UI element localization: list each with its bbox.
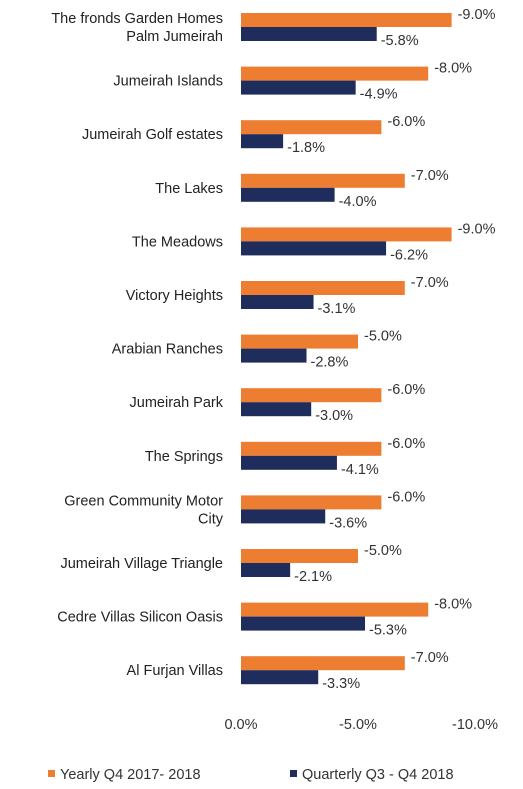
x-tick-label: -5.0% bbox=[339, 717, 377, 733]
data-label-quarterly: -4.1% bbox=[341, 462, 379, 478]
category-label: The Springs bbox=[145, 449, 223, 465]
x-tick-label: -10.0% bbox=[452, 717, 498, 733]
data-label-quarterly: -4.0% bbox=[339, 194, 377, 210]
data-label-yearly: -9.0% bbox=[458, 7, 496, 23]
data-label-quarterly: -5.3% bbox=[369, 623, 407, 639]
bar-quarterly bbox=[241, 80, 356, 95]
bar-quarterly bbox=[241, 295, 314, 309]
legend-label-quarterly: Quarterly Q3 - Q4 2018 bbox=[302, 767, 454, 783]
data-label-yearly: -6.0% bbox=[387, 489, 425, 505]
bar-yearly bbox=[241, 13, 452, 27]
category-label: Al Furjan Villas bbox=[127, 663, 223, 679]
category-label: The Lakes bbox=[155, 181, 223, 197]
category-label: Jumeirah Park bbox=[130, 395, 224, 411]
bar-quarterly bbox=[241, 455, 337, 470]
data-label-yearly: -9.0% bbox=[458, 221, 496, 237]
data-label-quarterly: -3.3% bbox=[322, 676, 360, 692]
legend-label-yearly: Yearly Q4 2017- 2018 bbox=[60, 767, 201, 783]
labels-layer: The fronds Garden Homes Palm Jumeirah -9.0… bbox=[51, 7, 495, 692]
data-label-yearly: -5.0% bbox=[364, 329, 402, 345]
data-label-yearly: -6.0% bbox=[387, 114, 425, 130]
bar-yearly bbox=[241, 120, 382, 135]
data-label-quarterly: -3.6% bbox=[329, 515, 367, 531]
bar-quarterly bbox=[241, 509, 326, 524]
data-label-quarterly: -4.9% bbox=[360, 87, 398, 103]
bar-quarterly bbox=[241, 563, 291, 577]
bar-yearly bbox=[241, 173, 405, 188]
bar-quarterly bbox=[241, 670, 319, 685]
category-label: Green Community Motor bbox=[64, 493, 223, 509]
data-label-yearly: -6.0% bbox=[387, 436, 425, 452]
data-label-quarterly: -5.8% bbox=[381, 33, 419, 49]
x-axis: 0.0% -5.0% -10.0% bbox=[224, 717, 498, 733]
bar-yearly bbox=[241, 549, 358, 563]
bar-yearly bbox=[241, 495, 382, 510]
category-label: Jumeirah Golf estates bbox=[82, 127, 223, 143]
data-label-yearly: -7.0% bbox=[411, 275, 449, 291]
data-label-yearly: -8.0% bbox=[434, 597, 472, 613]
bar-yearly bbox=[241, 227, 452, 242]
data-label-yearly: -8.0% bbox=[434, 61, 472, 77]
category-label: Victory Heights bbox=[126, 288, 223, 304]
bar-quarterly bbox=[241, 134, 284, 149]
data-label-yearly: -6.0% bbox=[387, 382, 425, 398]
bar-quarterly bbox=[241, 187, 335, 202]
x-tick-label: 0.0% bbox=[224, 717, 257, 733]
category-label: The fronds Garden Homes bbox=[51, 11, 223, 27]
data-label-quarterly: -2.8% bbox=[311, 355, 349, 371]
data-label-quarterly: -3.0% bbox=[315, 408, 353, 424]
bar-quarterly bbox=[241, 616, 366, 631]
data-label-quarterly: -1.8% bbox=[287, 140, 325, 156]
bar-quarterly bbox=[241, 402, 312, 417]
bar-yearly bbox=[241, 388, 382, 403]
category-label: Arabian Ranches bbox=[112, 342, 223, 358]
data-label-quarterly: -6.2% bbox=[390, 247, 428, 263]
bar-quarterly bbox=[241, 27, 377, 41]
category-label: Jumeirah Islands bbox=[113, 74, 223, 90]
category-label: The Meadows bbox=[132, 234, 223, 250]
bar-yearly bbox=[241, 334, 358, 349]
category-label: Cedre Villas Silicon Oasis bbox=[57, 610, 223, 626]
bars-layer bbox=[241, 13, 452, 685]
category-label: City bbox=[198, 511, 224, 527]
bar-yearly bbox=[241, 66, 429, 81]
bar-quarterly bbox=[241, 241, 387, 256]
bar-quarterly bbox=[241, 348, 307, 363]
data-label-quarterly: -2.1% bbox=[294, 569, 332, 585]
bar-yearly bbox=[241, 656, 405, 671]
legend-swatch-yearly bbox=[48, 770, 55, 777]
bar-yearly bbox=[241, 441, 382, 456]
legend-swatch-quarterly bbox=[290, 770, 297, 777]
data-label-quarterly: -3.1% bbox=[318, 301, 356, 317]
bar-yearly bbox=[241, 281, 405, 295]
category-label: Palm Jumeirah bbox=[126, 29, 223, 45]
data-label-yearly: -5.0% bbox=[364, 543, 402, 559]
data-label-yearly: -7.0% bbox=[411, 650, 449, 666]
legend: Yearly Q4 2017- 2018 Quarterly Q3 - Q4 20… bbox=[48, 767, 454, 783]
bar-yearly bbox=[241, 602, 429, 617]
data-label-yearly: -7.0% bbox=[411, 168, 449, 184]
category-label: Jumeirah Village Triangle bbox=[60, 556, 223, 572]
